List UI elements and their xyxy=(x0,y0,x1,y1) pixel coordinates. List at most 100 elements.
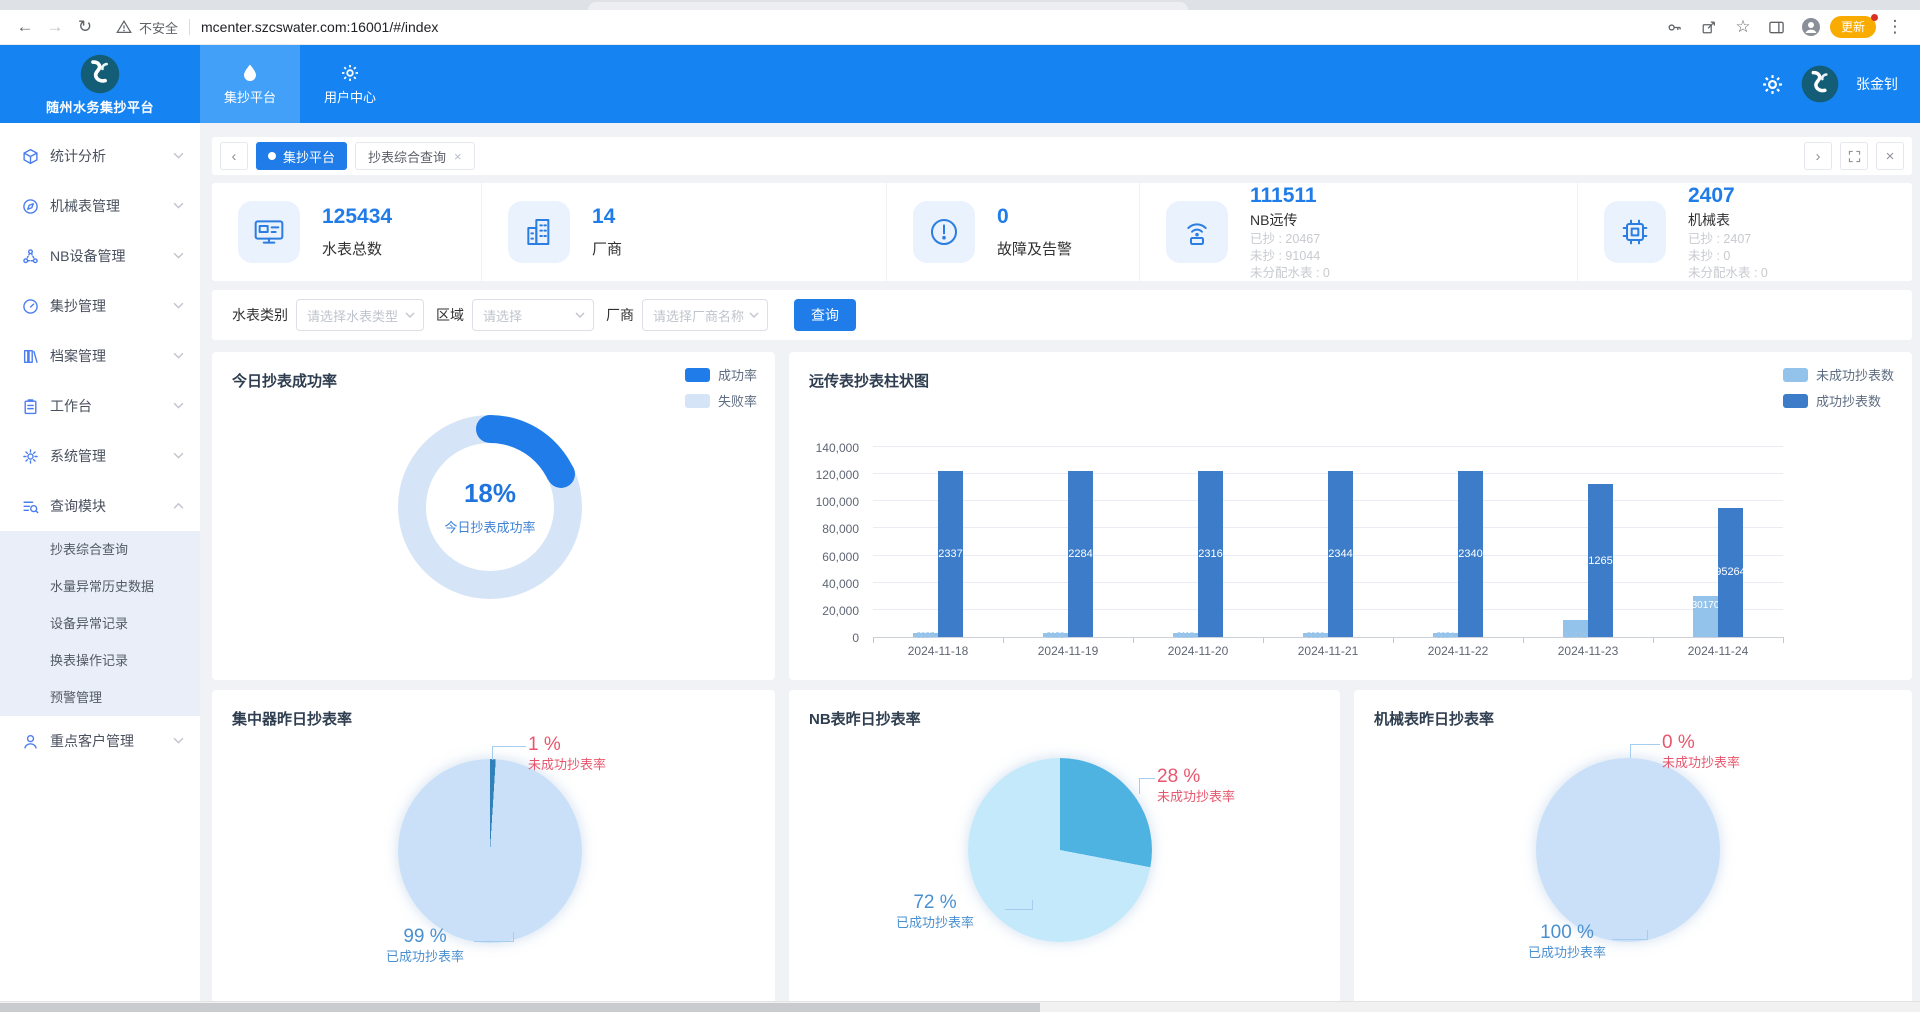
sidebar: 统计分析 机械表管理 NB设备管理 集抄管理 档案管理 工作台 系统管理 查询模… xyxy=(0,123,200,1012)
sidebar-item[interactable]: 机械表管理 xyxy=(0,181,200,231)
filter-label: 区域 xyxy=(436,307,464,323)
sidebar-item-label: 档案管理 xyxy=(50,348,106,364)
main-content: ‹ 集抄平台 抄表综合查询 × › × 125434 水表总数 xyxy=(200,123,1920,1012)
panel-title: 远传表抄表柱状图 xyxy=(809,373,930,390)
scrollbar-thumb[interactable] xyxy=(0,1003,1040,1012)
security-warning-icon[interactable] xyxy=(116,19,132,35)
mechanical-pie-chart[interactable] xyxy=(1536,758,1720,942)
legend-item[interactable]: 成功抄表数 xyxy=(1782,391,1881,410)
bar-success[interactable]: 2284 xyxy=(1068,471,1093,637)
sidebar-item[interactable]: 系统管理 xyxy=(0,431,200,481)
building-icon xyxy=(508,201,570,263)
bar-success[interactable]: 2340 xyxy=(1458,470,1483,637)
sidebar-item[interactable]: 重点客户管理 xyxy=(0,716,200,766)
omnibox[interactable]: 不安全 mcenter.szcswater.com:16001/#/index xyxy=(116,18,438,37)
legend-item[interactable]: 成功率 xyxy=(684,365,757,384)
meter-type-select[interactable]: 请选择水表类型 xyxy=(296,299,424,331)
fullscreen-button[interactable] xyxy=(1840,142,1868,170)
top-nav-user-center[interactable]: 用户中心 xyxy=(300,45,400,123)
bar-value-label: 2316 xyxy=(1198,548,1223,560)
update-button[interactable]: 更新 xyxy=(1829,14,1879,38)
bar-value-label: 2344 xyxy=(1328,547,1353,560)
bar-success[interactable]: 2316 xyxy=(1198,471,1223,637)
leader-line xyxy=(474,932,514,942)
bar-fail[interactable]: 12778 xyxy=(1563,619,1588,640)
bar-fail[interactable]: 3097 xyxy=(913,631,938,640)
chevron-icon xyxy=(173,202,184,210)
sidebar-item-label: 集抄管理 xyxy=(50,298,106,314)
chevron-icon xyxy=(173,452,184,460)
books-icon xyxy=(22,348,39,365)
bar-success[interactable]: 2344 xyxy=(1328,470,1353,637)
bar-fail[interactable]: 3118 xyxy=(1173,631,1198,640)
bar-fail[interactable]: 3090 xyxy=(1303,631,1328,640)
concentrator-pie-chart[interactable] xyxy=(398,759,582,943)
x-axis-tick xyxy=(873,637,874,643)
y-axis-tick-label: 40,000 xyxy=(822,576,859,591)
x-axis-tick-label: 2024-11-22 xyxy=(1427,644,1489,658)
sidebar-item[interactable]: 档案管理 xyxy=(0,331,200,381)
submenu-item[interactable]: 水量异常历史数据 xyxy=(50,579,155,594)
nodes-icon xyxy=(22,248,39,265)
tab-close-icon[interactable]: × xyxy=(454,148,462,164)
stat-detail: 未分配水表 : 0 xyxy=(1250,265,1330,280)
submenu-item[interactable]: 抄表综合查询 xyxy=(50,542,129,557)
sidebar-item[interactable]: 工作台 xyxy=(0,381,200,431)
password-key-icon[interactable] xyxy=(1660,13,1690,41)
chevron-icon xyxy=(173,152,184,160)
forward-button[interactable]: → xyxy=(46,17,64,36)
bar-fail[interactable]: 30170 xyxy=(1691,596,1720,637)
legend-item[interactable]: 失败率 xyxy=(684,391,757,410)
bar-fail[interactable]: 3150 xyxy=(1043,631,1068,640)
gear-icon xyxy=(22,448,39,465)
back-button[interactable]: ← xyxy=(16,17,34,36)
user-avatar[interactable] xyxy=(1800,64,1840,104)
browser-active-tab[interactable] xyxy=(588,2,1188,10)
sidebar-item[interactable]: NB设备管理 xyxy=(0,231,200,281)
submenu-item[interactable]: 换表操作记录 xyxy=(50,653,129,668)
region-select[interactable]: 请选择 xyxy=(472,299,594,331)
menu-dots-icon[interactable]: ⋮ xyxy=(1886,17,1904,36)
stat-label: NB远传 xyxy=(1250,211,1298,228)
share-icon[interactable] xyxy=(1694,13,1724,41)
side-panel-icon[interactable] xyxy=(1762,13,1792,41)
tab-meter-query[interactable]: 抄表综合查询 × xyxy=(355,142,475,170)
bookmark-star-icon[interactable]: ☆ xyxy=(1735,17,1751,36)
brand-logo-icon xyxy=(79,53,121,95)
bar-value-label: 30170 xyxy=(1691,600,1720,612)
sidebar-item[interactable]: 集抄管理 xyxy=(0,281,200,331)
stat-detail: 已抄 : 20467 xyxy=(1250,231,1321,246)
tab-label: 集抄平台 xyxy=(283,149,336,165)
bar-success[interactable]: 1265 xyxy=(1588,484,1613,637)
vendor-select[interactable]: 请选择厂商名称 xyxy=(642,299,768,331)
username[interactable]: 张金钊 xyxy=(1856,76,1898,92)
submenu-item[interactable]: 预警管理 xyxy=(50,690,103,705)
settings-gear-icon[interactable] xyxy=(1761,73,1784,96)
bar-fail[interactable]: 3094 xyxy=(1433,631,1458,640)
bar-chart-plot[interactable]: 3097 2337 3150 2284 3118 2316 3090 2344 … xyxy=(873,446,1784,643)
tabs-scroll-left-button[interactable]: ‹ xyxy=(220,142,248,170)
security-label[interactable]: 不安全 xyxy=(139,20,179,36)
nb-signal-icon xyxy=(1166,201,1228,263)
nb-pie-chart[interactable] xyxy=(968,758,1152,942)
bar-success[interactable]: 2337 xyxy=(938,470,963,637)
reload-button[interactable]: ↻ xyxy=(77,17,93,36)
submenu-item[interactable]: 设备异常记录 xyxy=(50,616,129,631)
sidebar-item[interactable]: 统计分析 xyxy=(0,131,200,181)
tab-platform[interactable]: 集抄平台 xyxy=(256,142,348,170)
success-rate-donut-chart[interactable]: 18% 今日抄表成功率 xyxy=(398,415,582,599)
top-nav-platform[interactable]: 集抄平台 xyxy=(200,45,300,123)
bar-success[interactable]: 95264 xyxy=(1715,507,1746,637)
panel-title: 机械表昨日抄表率 xyxy=(1374,711,1495,728)
legend-item[interactable]: 未成功抄表数 xyxy=(1782,365,1894,384)
query-button[interactable]: 查询 xyxy=(794,299,856,331)
horizontal-scrollbar[interactable] xyxy=(0,1001,1920,1012)
close-tabs-button[interactable]: × xyxy=(1876,142,1904,170)
bar-group: 3090 2344 xyxy=(1263,448,1393,640)
address-url[interactable]: mcenter.szcswater.com:16001/#/index xyxy=(201,19,439,35)
profile-avatar[interactable] xyxy=(1796,13,1826,41)
bar-value-label: 1265 xyxy=(1588,554,1613,567)
tabs-scroll-right-button[interactable]: › xyxy=(1804,142,1832,170)
sidebar-item[interactable]: 查询模块 xyxy=(0,481,200,531)
stat-label: 机械表 xyxy=(1688,211,1730,228)
